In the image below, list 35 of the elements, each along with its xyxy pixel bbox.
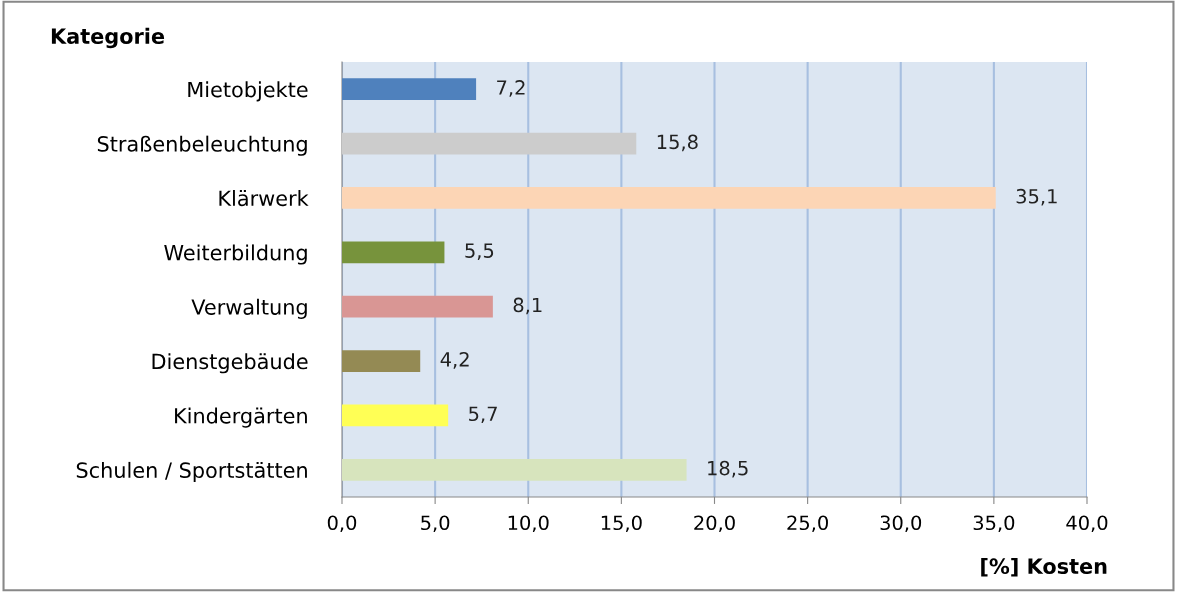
x-tick-label: 10,0 bbox=[508, 515, 549, 533]
data-label: 5,7 bbox=[469, 406, 497, 424]
x-tick-label: 0,0 bbox=[327, 515, 357, 533]
x-tick-label: 35,0 bbox=[973, 515, 1015, 533]
bar bbox=[342, 404, 449, 427]
x-tick-label: 20,0 bbox=[694, 515, 735, 533]
bar bbox=[342, 295, 493, 318]
y-tick-label: Straßenbeleuchtung bbox=[97, 135, 307, 156]
data-label: 5,5 bbox=[465, 243, 494, 260]
y-tick-label: Schulen / Sportstätten bbox=[76, 461, 307, 483]
data-label: 18,5 bbox=[708, 460, 748, 478]
data-label: 8,1 bbox=[513, 297, 542, 315]
x-tick-label: 15,0 bbox=[601, 515, 642, 533]
bar bbox=[342, 350, 421, 372]
x-tick-label: 25,0 bbox=[787, 515, 828, 533]
y-tick-label: Dienstgebäude bbox=[152, 353, 308, 374]
bar bbox=[342, 241, 445, 264]
x-tick-label: 5,0 bbox=[421, 515, 450, 533]
data-label: 35,1 bbox=[1016, 188, 1057, 206]
bar bbox=[342, 187, 996, 209]
data-label: 7,2 bbox=[497, 80, 525, 97]
y-axis-title: Kategorie bbox=[51, 27, 165, 49]
y-tick-label: Mietobjekte bbox=[188, 81, 308, 102]
bar bbox=[342, 132, 637, 155]
data-label: 15,8 bbox=[657, 134, 698, 152]
bar bbox=[342, 78, 477, 101]
y-tick-label: Verwaltung bbox=[191, 298, 307, 319]
y-tick-label: Kindergärten bbox=[175, 407, 307, 428]
data-label: 4,2 bbox=[440, 352, 469, 369]
y-tick-label: Weiterbildung bbox=[164, 244, 307, 265]
x-tick-label: 30,0 bbox=[880, 515, 922, 533]
x-tick-label: 40,0 bbox=[1066, 515, 1108, 533]
bar bbox=[342, 458, 687, 481]
y-tick-label: Klärwerk bbox=[219, 190, 309, 207]
x-axis-title: [%] Kosten bbox=[981, 557, 1107, 577]
